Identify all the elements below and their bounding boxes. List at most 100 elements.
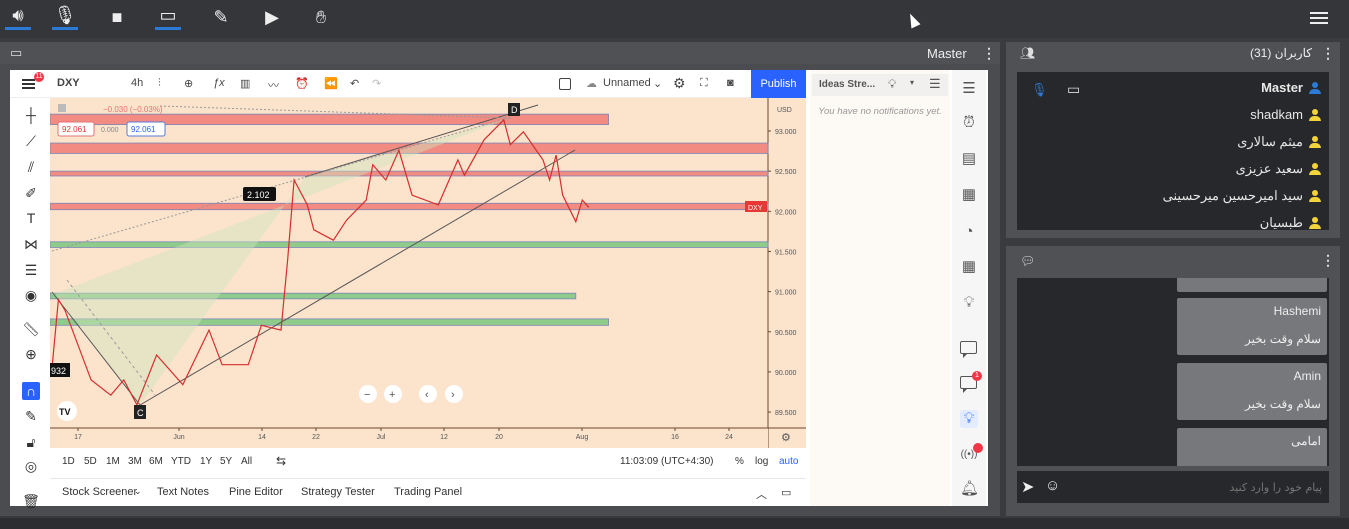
- collapse-icon[interactable]: ︿: [756, 489, 767, 501]
- chevron-down-icon[interactable]: ⌄: [134, 486, 142, 496]
- user-item[interactable]: میثم سالاری: [1237, 134, 1321, 150]
- user-item[interactable]: shadkam: [1250, 107, 1321, 122]
- range-5y[interactable]: 5Y: [220, 456, 233, 467]
- templates-icon[interactable]: ▥: [240, 78, 251, 90]
- redo-icon[interactable]: ↷: [372, 78, 382, 90]
- indicators-icon[interactable]: ƒx: [213, 77, 225, 89]
- list-icon[interactable]: ☰: [929, 76, 941, 91]
- pattern-line[interactable]: [139, 149, 576, 406]
- magnet-icon[interactable]: ∩: [22, 382, 40, 400]
- prediction-icon[interactable]: ☰: [24, 262, 38, 278]
- tab-trading-panel[interactable]: Trading Panel: [394, 486, 463, 498]
- range-all[interactable]: All: [241, 456, 253, 467]
- interval-button[interactable]: 4h: [131, 77, 144, 89]
- emoji-icon[interactable]: ☺: [1045, 477, 1061, 494]
- calendar-icon[interactable]: ▦: [961, 258, 977, 275]
- undo-icon[interactable]: ↶: [350, 78, 360, 90]
- pattern-line[interactable]: [304, 104, 539, 178]
- target-icon[interactable]: ◉: [24, 287, 38, 303]
- lightbulb-icon[interactable]: 💡︎: [888, 77, 897, 91]
- green-zone[interactable]: [50, 292, 577, 300]
- replay-icon[interactable]: ⏪: [324, 78, 338, 90]
- camera-icon[interactable]: ■: [111, 6, 123, 27]
- symbol-search[interactable]: DXY: [57, 77, 80, 89]
- user-item[interactable]: سعید عزیزی: [1236, 161, 1321, 177]
- tab-strategy-tester[interactable]: Strategy Tester: [301, 486, 375, 498]
- news-icon[interactable]: ▤: [961, 150, 977, 167]
- maximize-icon[interactable]: ▭: [781, 487, 792, 499]
- red-zone[interactable]: [50, 142, 769, 154]
- log-toggle[interactable]: log: [755, 456, 769, 467]
- microphone-icon[interactable]: 🎙︎: [1031, 82, 1048, 97]
- send-icon[interactable]: ➤: [1021, 479, 1035, 496]
- green-zone[interactable]: [50, 318, 609, 326]
- alert-icon[interactable]: ⏰: [295, 78, 309, 90]
- chat-message-input[interactable]: [1072, 475, 1322, 499]
- tab-text-notes[interactable]: Text Notes: [157, 486, 209, 498]
- screenshot-icon[interactable]: ◙: [727, 77, 734, 89]
- buy-price-box[interactable]: [126, 121, 166, 137]
- publish-button[interactable]: Publish: [751, 70, 806, 98]
- scroll-left-button[interactable]: ‹: [419, 385, 437, 403]
- alarm-icon[interactable]: ⏰︎: [963, 114, 975, 131]
- red-zone[interactable]: [50, 113, 609, 125]
- lock-drawing-icon[interactable]: ✎: [25, 408, 37, 424]
- trend-line-icon[interactable]: ⟋: [26, 133, 36, 149]
- messages-icon[interactable]: [960, 376, 977, 393]
- range-6m[interactable]: 6M: [149, 456, 163, 467]
- layout-name[interactable]: Unnamed: [603, 77, 651, 89]
- screen-share-icon[interactable]: ▭: [155, 4, 181, 30]
- users-more-icon[interactable]: ⋮: [1321, 45, 1335, 61]
- brush-icon[interactable]: ✎: [213, 6, 229, 27]
- microphone-icon[interactable]: 🎙︎: [52, 4, 78, 30]
- dropdown-icon[interactable]: ▾: [910, 78, 915, 87]
- green-zone[interactable]: [50, 241, 769, 248]
- clock[interactable]: 11:03:09 (UTC+4:30): [620, 456, 714, 467]
- streams-icon[interactable]: 💡︎: [960, 410, 978, 428]
- red-zone[interactable]: [50, 202, 769, 211]
- speaker-icon[interactable]: 🔊︎: [5, 4, 31, 30]
- trash-icon[interactable]: 🗑︎: [22, 493, 40, 509]
- ideas-icon[interactable]: 💡︎: [963, 294, 975, 311]
- notifications-icon[interactable]: 🔔︎: [960, 480, 980, 497]
- broadcast-icon[interactable]: ((•)): [960, 449, 978, 460]
- crosshair-icon[interactable]: ┼: [26, 107, 36, 123]
- chat-more-icon[interactable]: ⋮: [1321, 252, 1335, 268]
- tab-pine-editor[interactable]: Pine Editor: [229, 486, 283, 498]
- time-axis[interactable]: [50, 428, 768, 448]
- axis-settings-icon[interactable]: ⚙: [781, 432, 791, 444]
- layout-icon[interactable]: [559, 78, 571, 90]
- price-chart[interactable]: 93.000 92.500 92.000 91.500 91.000 90.500 90.0…: [50, 98, 806, 448]
- user-item[interactable]: سید امیرحسین میرحسینی: [1163, 188, 1321, 204]
- ideas-title[interactable]: Ideas Stre...: [819, 79, 876, 90]
- screen-icon[interactable]: ▭: [1067, 81, 1081, 97]
- ruler-icon[interactable]: 📏︎: [22, 321, 40, 337]
- more-options-icon[interactable]: ⋮: [982, 45, 996, 61]
- range-3m[interactable]: 3M: [128, 456, 142, 467]
- menu-icon[interactable]: [1310, 9, 1328, 24]
- compare-icon[interactable]: ⊕: [184, 78, 194, 90]
- watchlist-icon[interactable]: ☰: [962, 80, 976, 97]
- scroll-right-button[interactable]: ›: [445, 385, 463, 403]
- percent-toggle[interactable]: %: [735, 456, 744, 467]
- zoom-in-button[interactable]: +: [384, 385, 402, 403]
- range-1m[interactable]: 1M: [106, 456, 120, 467]
- user-item[interactable]: Master: [1261, 80, 1321, 95]
- play-icon[interactable]: ▶: [265, 6, 279, 27]
- zoom-in-icon[interactable]: ⊕: [25, 346, 37, 362]
- fullscreen-icon[interactable]: ⛶: [700, 77, 708, 89]
- chats-icon[interactable]: [960, 341, 977, 358]
- currency-label[interactable]: USD: [777, 107, 792, 114]
- chevron-down-icon[interactable]: ⌄: [653, 78, 663, 90]
- range-1d[interactable]: 1D: [62, 456, 75, 467]
- settings-icon[interactable]: ⚙: [673, 75, 686, 91]
- pattern-line[interactable]: [51, 291, 141, 406]
- red-zone[interactable]: [50, 170, 769, 177]
- auto-toggle[interactable]: auto: [779, 456, 799, 467]
- zoom-out-button[interactable]: −: [359, 385, 377, 403]
- bar-style-icon[interactable]: ⫶: [158, 77, 161, 89]
- tab-stock-screener[interactable]: Stock Screener: [62, 486, 138, 498]
- hamburger-icon[interactable]: [22, 79, 35, 90]
- text-tool-icon[interactable]: T: [26, 210, 36, 226]
- user-item[interactable]: طبسیان: [1260, 215, 1321, 230]
